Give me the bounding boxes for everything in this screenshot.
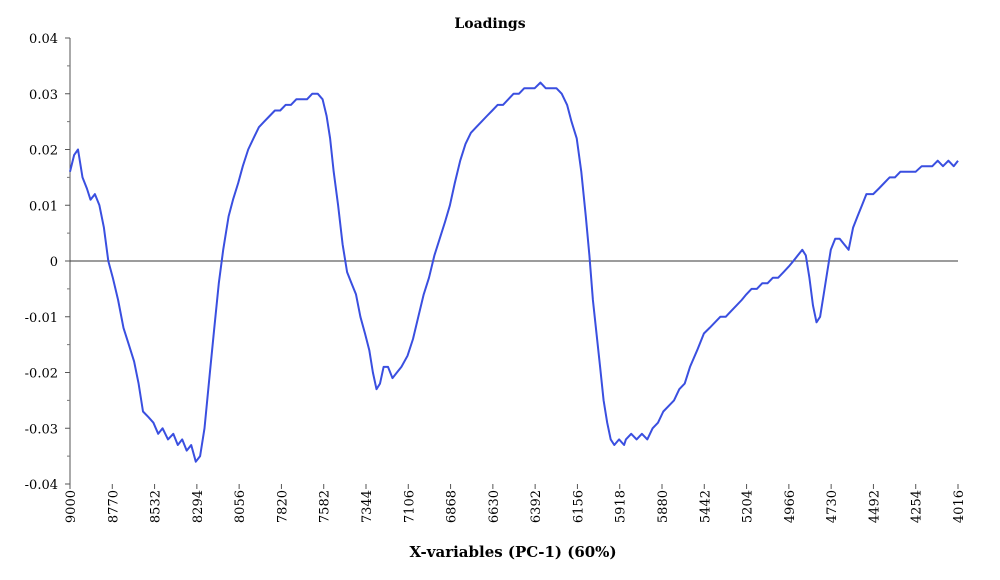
x-tick-label: 5442 xyxy=(698,490,713,523)
y-tick-label: 0.03 xyxy=(29,88,58,103)
x-tick-label: 4730 xyxy=(825,490,840,523)
x-tick-label: 8770 xyxy=(106,490,121,523)
x-tick-label: 7106 xyxy=(402,490,417,523)
y-tick-label: 0.02 xyxy=(29,144,58,159)
x-axis-title: X-variables (PC-1) (60%) xyxy=(409,543,616,561)
x-tick-label: 5918 xyxy=(614,490,629,523)
y-tick-label: -0.01 xyxy=(25,311,58,326)
x-tick-label: 7344 xyxy=(360,490,375,523)
chart-title: Loadings xyxy=(454,16,525,32)
x-axis: 9000 8770 8532 8294 8056 7820 7582 7344 7106 6868… xyxy=(64,484,967,523)
x-tick-label: 5880 xyxy=(656,490,671,523)
x-tick-label: 6156 xyxy=(571,490,586,523)
x-tick-label: 6392 xyxy=(529,490,544,523)
x-tick-label: 4254 xyxy=(910,490,925,523)
y-tick-label: 0.01 xyxy=(29,199,58,214)
y-axis: -0.04 -0.03 -0.02 -0.01 0 0.01 0.02 0.03 0.04 xyxy=(25,32,71,493)
x-tick-label: 9000 xyxy=(64,490,79,523)
x-tick-label: 8532 xyxy=(149,490,164,523)
y-tick-label: -0.04 xyxy=(25,478,58,493)
series-line xyxy=(69,81,959,463)
x-tick-label: 8294 xyxy=(191,490,206,523)
x-tick-label: 5204 xyxy=(741,490,756,523)
x-tick-label: 6630 xyxy=(487,490,502,523)
x-tick-label: 7820 xyxy=(275,490,290,523)
y-tick-label: 0.04 xyxy=(29,32,58,47)
x-tick-label: 7582 xyxy=(318,490,333,523)
x-tick-label: 4966 xyxy=(783,490,798,523)
x-tick-label: 4492 xyxy=(867,490,882,523)
x-tick-label: 8056 xyxy=(233,490,248,523)
y-tick-label: -0.02 xyxy=(25,367,58,382)
x-tick-label: 6868 xyxy=(445,490,460,523)
y-tick-label: -0.03 xyxy=(25,422,58,437)
x-tick-label: 4016 xyxy=(952,490,967,523)
y-tick-label: 0 xyxy=(50,255,58,270)
